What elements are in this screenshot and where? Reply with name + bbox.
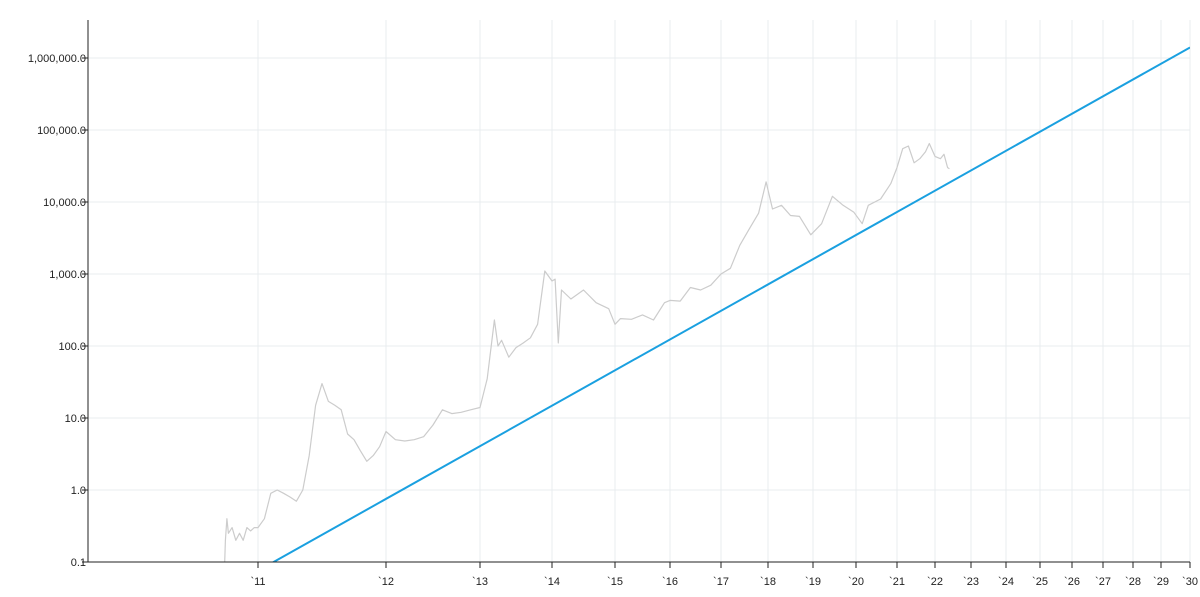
x-tick-label: `14 — [544, 576, 560, 588]
x-tick-label: `30 — [1182, 576, 1198, 588]
price-series-line — [224, 142, 950, 562]
y-tick-label: 1,000.0 — [49, 269, 86, 281]
x-tick-label: `24 — [998, 576, 1014, 588]
x-tick-label: `28 — [1125, 576, 1141, 588]
y-tick-label: 10.0 — [65, 413, 86, 425]
x-tick-label: `11 — [250, 576, 265, 588]
x-tick-label: `13 — [472, 576, 488, 588]
y-tick-label: 1.0 — [71, 485, 86, 497]
y-tick-label: 100,000.0 — [37, 125, 86, 137]
x-tick-label: `19 — [805, 576, 821, 588]
y-tick-label: 10,000.0 — [43, 197, 86, 209]
x-tick-label: `29 — [1153, 576, 1169, 588]
y-tick-label: 0.1 — [71, 557, 86, 569]
x-tick-label: `18 — [760, 576, 776, 588]
x-tick-label: `15 — [607, 576, 623, 588]
x-tick-label: `21 — [889, 576, 905, 588]
x-tick-label: `25 — [1032, 576, 1048, 588]
x-tick-label: `16 — [662, 576, 678, 588]
x-tick-label: `23 — [963, 576, 979, 588]
grid — [88, 20, 1191, 563]
x-tick-label: `12 — [378, 576, 394, 588]
axes: 0.1 1.0 10.0 100.0 1,000.0 10,000.0 100,000.0 1… — [28, 20, 1198, 588]
series-layer — [224, 46, 1190, 562]
trend-series-line — [271, 46, 1190, 562]
x-tick-label: `17 — [713, 576, 729, 588]
x-tick-label: `22 — [927, 576, 943, 588]
y-tick-label: 1,000,000.0 — [28, 53, 86, 65]
x-tick-label: `26 — [1064, 576, 1080, 588]
y-tick-label: 100.0 — [58, 341, 86, 353]
x-tick-label: `20 — [848, 576, 864, 588]
x-tick-label: `27 — [1095, 576, 1111, 588]
